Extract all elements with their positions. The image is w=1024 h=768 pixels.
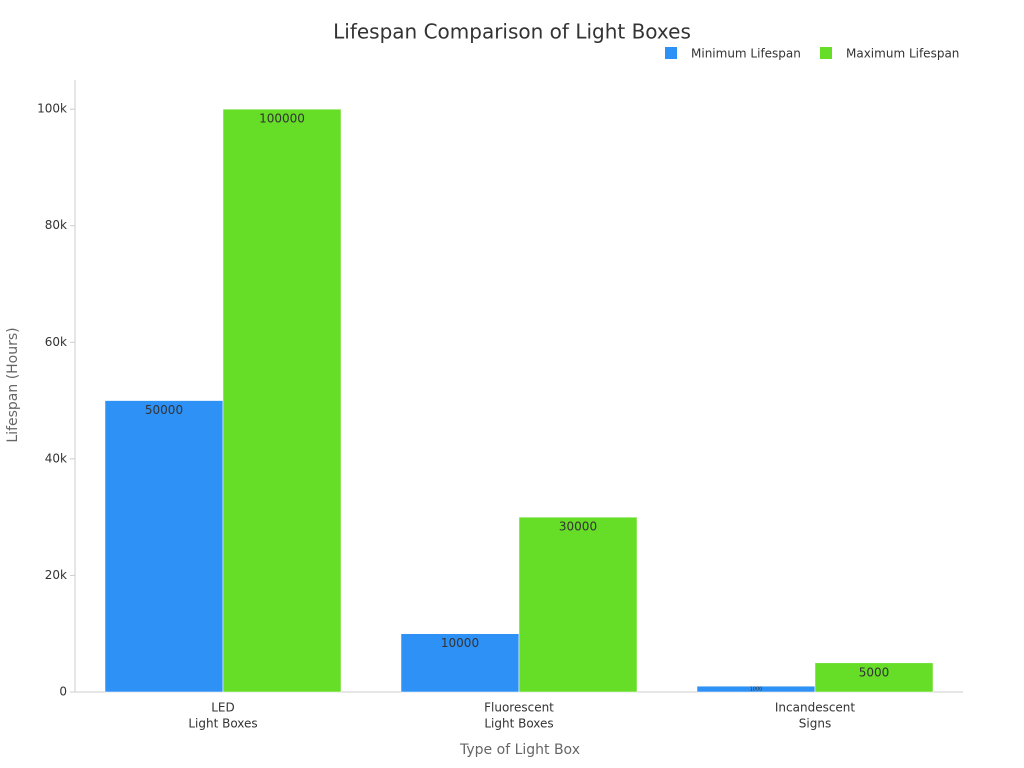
y-tick-label: 20k bbox=[45, 568, 67, 582]
legend-swatch bbox=[665, 47, 677, 59]
y-axis-title: Lifespan (Hours) bbox=[5, 327, 21, 442]
value-label: 50000 bbox=[145, 403, 183, 417]
value-label: 1000 bbox=[750, 687, 763, 693]
y-tick-label: 80k bbox=[45, 218, 67, 232]
bar bbox=[104, 400, 224, 693]
bar bbox=[400, 633, 520, 693]
x-axis-title: Type of Light Box bbox=[459, 742, 580, 758]
bar bbox=[222, 108, 342, 693]
x-tick-label: Signs bbox=[799, 717, 831, 731]
value-label: 10000 bbox=[441, 636, 479, 650]
value-label: 30000 bbox=[559, 520, 597, 534]
x-tick-label: Incandescent bbox=[775, 701, 856, 715]
bar bbox=[814, 662, 934, 693]
y-tick-label: 40k bbox=[45, 451, 67, 465]
y-tick-label: 0 bbox=[59, 685, 67, 699]
value-label: 5000 bbox=[859, 665, 890, 679]
x-tick-label: Fluorescent bbox=[484, 701, 554, 715]
y-tick-label: 100k bbox=[37, 102, 67, 116]
legend-swatch bbox=[820, 47, 832, 59]
chart-title: Lifespan Comparison of Light Boxes bbox=[333, 20, 691, 44]
x-tick-label: LED bbox=[211, 701, 235, 715]
x-tick-label: Light Boxes bbox=[188, 717, 257, 731]
legend-label: Maximum Lifespan bbox=[846, 47, 959, 61]
bar bbox=[518, 516, 638, 693]
value-label: 100000 bbox=[259, 112, 305, 126]
x-tick-label: Light Boxes bbox=[484, 717, 553, 731]
y-tick-label: 60k bbox=[45, 335, 67, 349]
legend-label: Minimum Lifespan bbox=[691, 47, 801, 61]
